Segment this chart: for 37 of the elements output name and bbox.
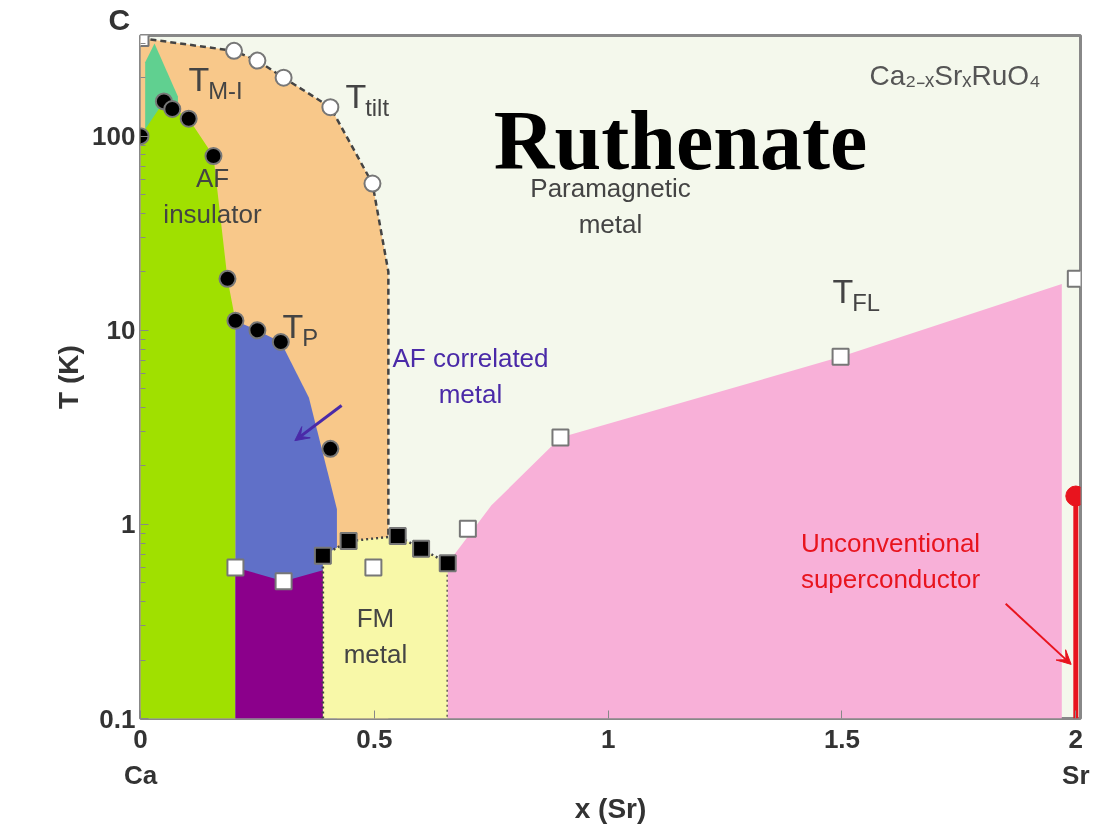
point: [321, 439, 340, 458]
point: [204, 147, 223, 166]
y-axis-title: T (K): [53, 345, 85, 409]
point: [226, 558, 245, 577]
point: [388, 527, 407, 546]
point: [363, 174, 382, 193]
x-tick-label: 0.5: [356, 723, 393, 754]
x-axis-title: x (Sr): [574, 792, 647, 824]
x-tick-label: 2 Sr: [1062, 723, 1090, 790]
annotation: FM metal: [343, 602, 408, 669]
point: [248, 321, 267, 340]
point: [551, 428, 570, 447]
point: [179, 109, 198, 128]
y-tick-label: 1: [121, 509, 136, 540]
point: [226, 311, 245, 330]
x-tick-label: 1: [600, 723, 616, 754]
annotation: Unconventional superconductor: [800, 527, 981, 594]
point: [831, 347, 850, 366]
text: Ca₂₋ₓSrₓRuO₄: [869, 60, 1041, 91]
y-tick-label: 10: [106, 315, 136, 346]
point: [225, 41, 244, 60]
point: [218, 269, 237, 288]
point: [339, 532, 358, 551]
point: [321, 98, 340, 117]
point: [364, 558, 383, 577]
y-tick-label: 100: [92, 121, 136, 152]
point: [412, 539, 431, 558]
annotation: AF correlated metal: [392, 342, 549, 409]
point: [458, 519, 477, 538]
x-tick-label: 1.5: [823, 723, 861, 754]
point: [438, 554, 457, 573]
point: [248, 51, 267, 70]
point: [163, 100, 182, 118]
point: [274, 572, 293, 591]
text: C: [108, 2, 131, 36]
point: [274, 68, 293, 87]
point: [313, 546, 332, 565]
